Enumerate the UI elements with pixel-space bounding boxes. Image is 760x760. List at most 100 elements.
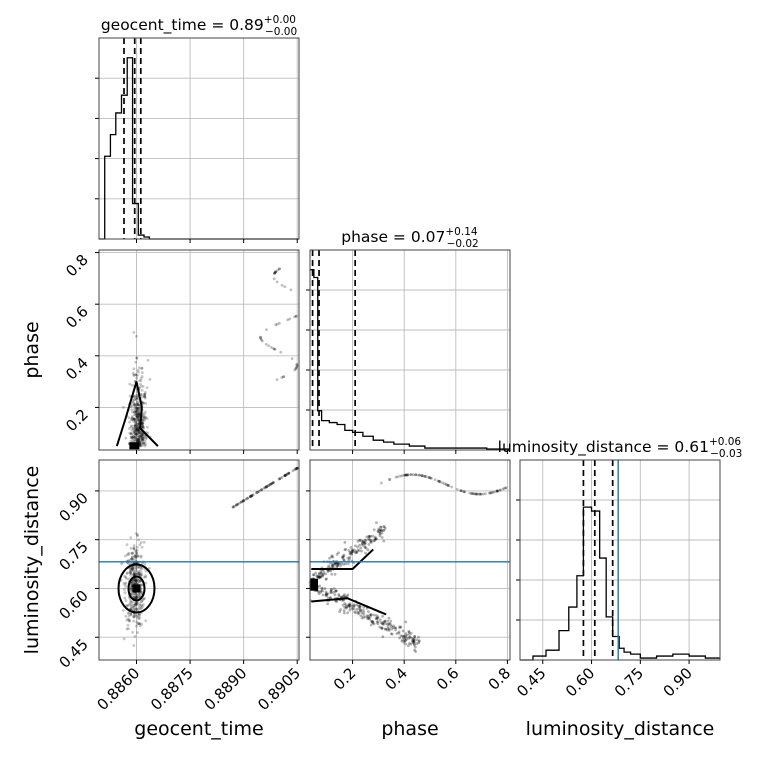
- sample-point: [269, 482, 272, 486]
- sample-point: [134, 428, 138, 431]
- sample-point: [135, 572, 139, 576]
- sample-point: [373, 537, 377, 541]
- sample-point: [367, 537, 370, 541]
- sample-point: [257, 490, 261, 493]
- sample-point: [138, 444, 142, 448]
- sample-point: [137, 428, 140, 432]
- sample-point: [137, 566, 141, 569]
- sample-point: [139, 606, 143, 610]
- histogram-phase: [310, 269, 510, 450]
- sample-point: [372, 528, 376, 532]
- sample-point: [142, 603, 145, 607]
- sample-point: [125, 572, 129, 575]
- sample-point: [143, 442, 146, 445]
- sample-point: [122, 637, 126, 641]
- sample-point: [136, 424, 140, 428]
- panel-frame: [98, 37, 300, 240]
- sample-point: [270, 482, 274, 486]
- sample-point: [130, 432, 134, 435]
- sample-point: [478, 492, 482, 496]
- sample-point: [131, 568, 135, 572]
- sample-point: [134, 601, 138, 605]
- sample-point: [376, 620, 380, 623]
- sample-point: [145, 386, 149, 390]
- sample-point: [348, 608, 352, 612]
- panel-geocent_time-luminosity_distance: 0.8860 0.8875 0.8890 0.8905 0.45 0.60 0.75 0.90…: [21, 459, 304, 740]
- x-tick-label: 0.6: [433, 664, 463, 694]
- sample-point: [129, 432, 133, 436]
- sample-point: [135, 413, 139, 416]
- sample-point: [463, 490, 467, 494]
- sample-point: [344, 547, 348, 551]
- sample-point: [341, 599, 345, 602]
- sample-point: [143, 416, 147, 419]
- sample-point: [347, 604, 351, 608]
- sample-point: [427, 476, 431, 479]
- y-tick-label: 0.60: [55, 587, 91, 623]
- sample-point: [138, 441, 142, 445]
- sample-point: [484, 492, 487, 496]
- sample-point: [338, 610, 342, 614]
- sample-point: [407, 632, 411, 636]
- sample-point: [122, 588, 126, 591]
- sample-point: [371, 534, 375, 538]
- sample-point: [324, 577, 328, 581]
- sample-point: [368, 613, 372, 617]
- sample-point: [344, 562, 348, 566]
- sample-point: [135, 579, 139, 583]
- sample-point: [250, 494, 254, 497]
- sample-point: [242, 499, 245, 503]
- sample-point: [326, 602, 330, 606]
- sample-point: [353, 610, 357, 614]
- sample-point: [407, 637, 410, 640]
- sample-point: [380, 536, 384, 539]
- sample-point: [142, 435, 146, 438]
- sample-point: [429, 476, 433, 480]
- sample-point: [130, 567, 134, 571]
- y-axis-title-luminosity_distance: luminosity_distance: [21, 466, 43, 655]
- sample-point: [139, 541, 143, 544]
- sample-point: [403, 473, 407, 477]
- sample-point: [447, 484, 451, 488]
- sample-point: [473, 492, 477, 496]
- sample-point: [136, 565, 139, 569]
- sample-point: [353, 544, 357, 548]
- sample-point: [476, 492, 480, 496]
- sample-point: [332, 587, 336, 591]
- sample-point: [287, 471, 291, 475]
- sample-point: [140, 567, 143, 571]
- sample-point: [378, 528, 381, 532]
- sample-point: [137, 578, 141, 582]
- sample-point: [137, 612, 141, 616]
- sample-point: [133, 591, 136, 595]
- panel-title-geocent_time: geocent_time = 0.89+0.00 −0.00: [101, 14, 297, 38]
- sample-point: [408, 635, 412, 639]
- sample-point: [346, 593, 350, 597]
- sample-point: [139, 604, 143, 608]
- sample-point: [131, 566, 134, 570]
- sample-point: [127, 603, 131, 607]
- sample-point: [400, 639, 404, 643]
- histogram-geocent_time: [99, 57, 299, 240]
- sample-point: [329, 588, 333, 592]
- sample-point: [345, 606, 348, 610]
- y-tick-label: 0.4: [62, 354, 92, 384]
- sample-point: [133, 436, 137, 439]
- sample-point: [369, 534, 373, 538]
- sample-point: [331, 562, 335, 566]
- sample-point: [137, 407, 141, 411]
- sample-point: [133, 608, 137, 611]
- sample-point: [130, 410, 134, 414]
- sample-point: [363, 538, 367, 542]
- sample-point: [135, 406, 139, 410]
- sample-point: [358, 605, 362, 609]
- sample-point: [354, 611, 358, 615]
- sample-point: [130, 404, 134, 408]
- sample-point: [354, 549, 358, 553]
- sample-point: [134, 596, 138, 600]
- sample-point: [140, 375, 144, 378]
- sample-point: [144, 569, 148, 573]
- sample-point: [133, 429, 137, 433]
- sample-point: [403, 634, 407, 638]
- sample-point: [130, 429, 134, 432]
